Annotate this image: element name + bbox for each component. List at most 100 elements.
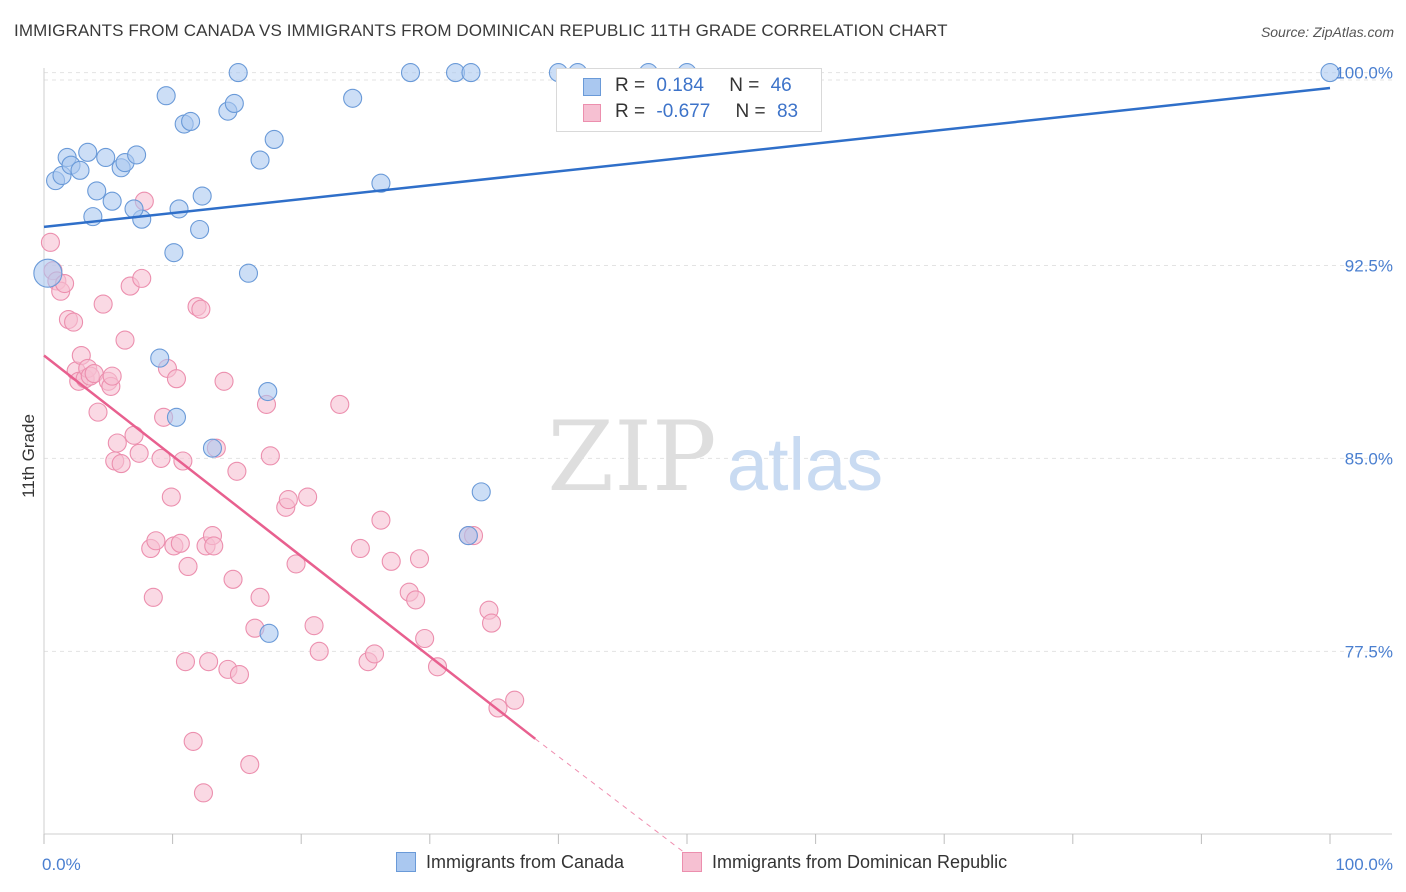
legend-r-label-canada: R = bbox=[615, 75, 646, 96]
dominican-point-26 bbox=[132, 268, 152, 288]
dominican-point-41 bbox=[183, 731, 203, 751]
dominican-point-54 bbox=[229, 664, 250, 685]
trend-lines bbox=[43, 86, 1331, 855]
legend-n-value-canada: 46 bbox=[770, 75, 792, 96]
dominican-point-48 bbox=[204, 536, 224, 556]
dominican-point-36 bbox=[166, 369, 187, 389]
dominican-point-14 bbox=[88, 402, 108, 422]
dominican-point-46 bbox=[199, 652, 219, 672]
dominican-point-50 bbox=[214, 371, 234, 391]
canada-point-40 bbox=[458, 526, 478, 546]
dominican-point-37 bbox=[170, 533, 190, 553]
bottom-legend-dominican: Immigrants from Dominican Republic bbox=[682, 852, 1007, 876]
legend-swatch-dominican bbox=[583, 104, 601, 122]
dominican-point-55 bbox=[240, 754, 260, 775]
dominican-point-39 bbox=[175, 652, 196, 672]
dominican-points bbox=[40, 191, 525, 803]
dominican-point-24 bbox=[124, 425, 144, 445]
legend-n-label-canada: N = bbox=[729, 75, 760, 96]
canada-point-0 bbox=[33, 258, 63, 288]
canada-point-34 bbox=[343, 88, 363, 108]
dominican-point-62 bbox=[286, 554, 306, 574]
dominican-point-63 bbox=[298, 487, 318, 507]
dominican-point-43 bbox=[191, 299, 211, 319]
canada-point-33 bbox=[264, 129, 284, 150]
dominican-point-52 bbox=[223, 569, 243, 589]
bottom-legend-label-dominican: Immigrants from Dominican Republic bbox=[712, 852, 1008, 872]
canada-point-17 bbox=[156, 86, 176, 106]
dominican-point-64 bbox=[304, 616, 324, 636]
dominican-point-74 bbox=[409, 549, 430, 569]
legend-n-label-dominican: N = bbox=[735, 101, 766, 122]
dominican-point-34 bbox=[161, 487, 181, 507]
dominican-point-69 bbox=[364, 644, 385, 664]
dominican-point-44 bbox=[193, 783, 214, 803]
canada-point-16 bbox=[150, 348, 170, 368]
watermark-atlas: atlas bbox=[727, 423, 883, 506]
dominican-point-22 bbox=[115, 330, 135, 350]
dominican-point-18 bbox=[102, 366, 122, 386]
bottom-legend-swatch-canada bbox=[396, 852, 416, 872]
dominican-point-6 bbox=[64, 312, 84, 332]
canada-point-15 bbox=[124, 199, 144, 219]
canada-point-38 bbox=[461, 63, 481, 83]
source-label: Source: ZipAtlas.com bbox=[1260, 24, 1394, 40]
canada-point-32 bbox=[259, 623, 279, 643]
canada-point-10 bbox=[102, 191, 122, 211]
canada-point-22 bbox=[181, 111, 201, 132]
canada-point-13 bbox=[127, 145, 147, 165]
grid-lines bbox=[44, 72, 1392, 652]
canada-point-25 bbox=[202, 438, 223, 458]
dominican-point-20 bbox=[107, 433, 127, 453]
legend-r-label-dominican: R = bbox=[615, 101, 646, 122]
bottom-legend-canada: Immigrants from Canada bbox=[396, 852, 624, 876]
canada-point-19 bbox=[166, 407, 187, 427]
dominican-point-71 bbox=[381, 551, 401, 571]
tick-labels: 77.5% 85.0% 92.5% 100.0% 0.0% 100.0% bbox=[42, 64, 1393, 874]
dominican-trend-line bbox=[43, 354, 537, 740]
dominican-point-0 bbox=[40, 232, 60, 252]
canada-point-29 bbox=[238, 263, 259, 283]
dominican-point-67 bbox=[350, 538, 370, 559]
dominican-point-38 bbox=[173, 451, 193, 471]
dominican-point-76 bbox=[427, 657, 448, 677]
canada-point-35 bbox=[371, 173, 391, 193]
legend-r-value-dominican: -0.677 bbox=[656, 101, 711, 122]
dominican-point-25 bbox=[129, 443, 149, 463]
canada-points bbox=[33, 63, 1340, 643]
stats-legend: R = 0.184 N = 46 R = -0.677 N = 83 bbox=[556, 68, 822, 132]
dominican-point-53 bbox=[227, 461, 247, 481]
dominican-point-15 bbox=[93, 294, 113, 314]
canada-point-45 bbox=[1320, 63, 1340, 83]
y-axis-label: 11th Grade bbox=[19, 414, 38, 498]
canada-point-39 bbox=[471, 482, 491, 502]
y-tick-label-0: 77.5% bbox=[1345, 642, 1393, 661]
bottom-legend-label-canada: Immigrants from Canada bbox=[426, 852, 625, 872]
dominican-point-31 bbox=[151, 448, 171, 468]
y-tick-label-3: 100.0% bbox=[1335, 64, 1393, 83]
dominican-point-57 bbox=[250, 587, 270, 607]
legend-n-value-dominican: 83 bbox=[776, 101, 799, 122]
dominican-point-70 bbox=[371, 510, 391, 530]
canada-point-31 bbox=[258, 382, 278, 402]
y-tick-label-2: 92.5% bbox=[1345, 257, 1393, 276]
watermark: ZIP atlas bbox=[547, 401, 883, 513]
canada-point-9 bbox=[96, 147, 116, 168]
chart-title: IMMIGRANTS FROM CANADA VS IMMIGRANTS FRO… bbox=[14, 21, 948, 40]
dominican-point-30 bbox=[146, 531, 166, 551]
canada-point-5 bbox=[70, 160, 90, 180]
legend-r-value-canada: 0.184 bbox=[656, 75, 704, 96]
watermark-zip: ZIP bbox=[547, 401, 716, 513]
dominican-point-59 bbox=[260, 446, 280, 466]
x-tick-label-1: 100.0% bbox=[1335, 855, 1393, 874]
canada-point-6 bbox=[78, 142, 98, 162]
dominican-point-75 bbox=[415, 628, 435, 649]
dominican-point-21 bbox=[111, 454, 131, 474]
dominican-point-65 bbox=[309, 641, 329, 661]
dominican-point-80 bbox=[481, 613, 502, 633]
dominican-trend-extension bbox=[534, 738, 688, 855]
bottom-legend-swatch-dominican bbox=[682, 852, 702, 872]
dominican-point-82 bbox=[505, 690, 525, 710]
canada-point-27 bbox=[224, 93, 244, 113]
